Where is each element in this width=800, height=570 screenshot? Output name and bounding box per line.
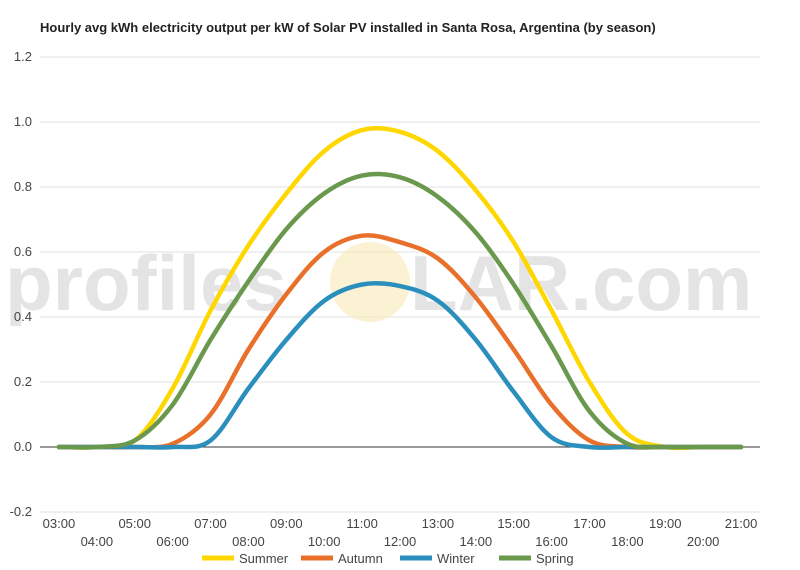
chart-title: Hourly avg kWh electricity output per kW…	[40, 20, 656, 35]
legend-label-spring: Spring	[536, 551, 574, 566]
x-tick-label: 20:00	[687, 534, 720, 549]
x-tick-label: 10:00	[308, 534, 341, 549]
y-tick-label: 1.0	[14, 114, 32, 129]
x-tick-label: 17:00	[573, 516, 606, 531]
y-tick-label: 0.0	[14, 439, 32, 454]
x-axis-tick-labels: 03:00 04:00 05:00 06:00 07:00 08:00 09:00 10:00…	[43, 516, 758, 549]
gridlines	[40, 56, 760, 513]
x-tick-label: 16:00	[535, 534, 568, 549]
legend: Summer Autumn Winter Spring	[202, 551, 574, 566]
x-tick-label: 19:00	[649, 516, 682, 531]
series-line-summer	[56, 126, 744, 451]
x-tick-label: 12:00	[384, 534, 417, 549]
series-line-winter	[56, 280, 744, 450]
x-tick-label: 04:00	[81, 534, 114, 549]
x-tick-label: 08:00	[232, 534, 265, 549]
x-tick-label: 14:00	[460, 534, 493, 549]
y-tick-label: 0.8	[14, 179, 32, 194]
x-tick-label: 15:00	[497, 516, 530, 531]
y-tick-label: 0.4	[14, 309, 32, 324]
y-tick-label: -0.2	[10, 504, 32, 519]
x-tick-label: 11:00	[346, 516, 378, 531]
watermark-text-left: profiles	[5, 239, 287, 327]
x-tick-label: 09:00	[270, 516, 303, 531]
y-axis-tick-labels: -0.2 0.0 0.2 0.4 0.6 0.8 1.0 1.2	[10, 49, 32, 519]
y-tick-label: 1.2	[14, 49, 32, 64]
legend-label-winter: Winter	[437, 551, 475, 566]
x-tick-label: 21:00	[725, 516, 758, 531]
x-tick-label: 05:00	[118, 516, 151, 531]
series-line-spring	[56, 171, 744, 450]
watermark: profiles LAR.com	[5, 239, 752, 327]
x-tick-label: 06:00	[156, 534, 189, 549]
x-tick-label: 03:00	[43, 516, 76, 531]
y-tick-label: 0.2	[14, 374, 32, 389]
y-tick-label: 0.6	[14, 244, 32, 259]
x-tick-label: 18:00	[611, 534, 644, 549]
legend-label-autumn: Autumn	[338, 551, 383, 566]
watermark-text-right: LAR.com	[410, 239, 752, 327]
x-tick-label: 07:00	[194, 516, 227, 531]
series-lines	[56, 126, 744, 451]
legend-label-summer: Summer	[239, 551, 289, 566]
x-tick-label: 13:00	[422, 516, 455, 531]
